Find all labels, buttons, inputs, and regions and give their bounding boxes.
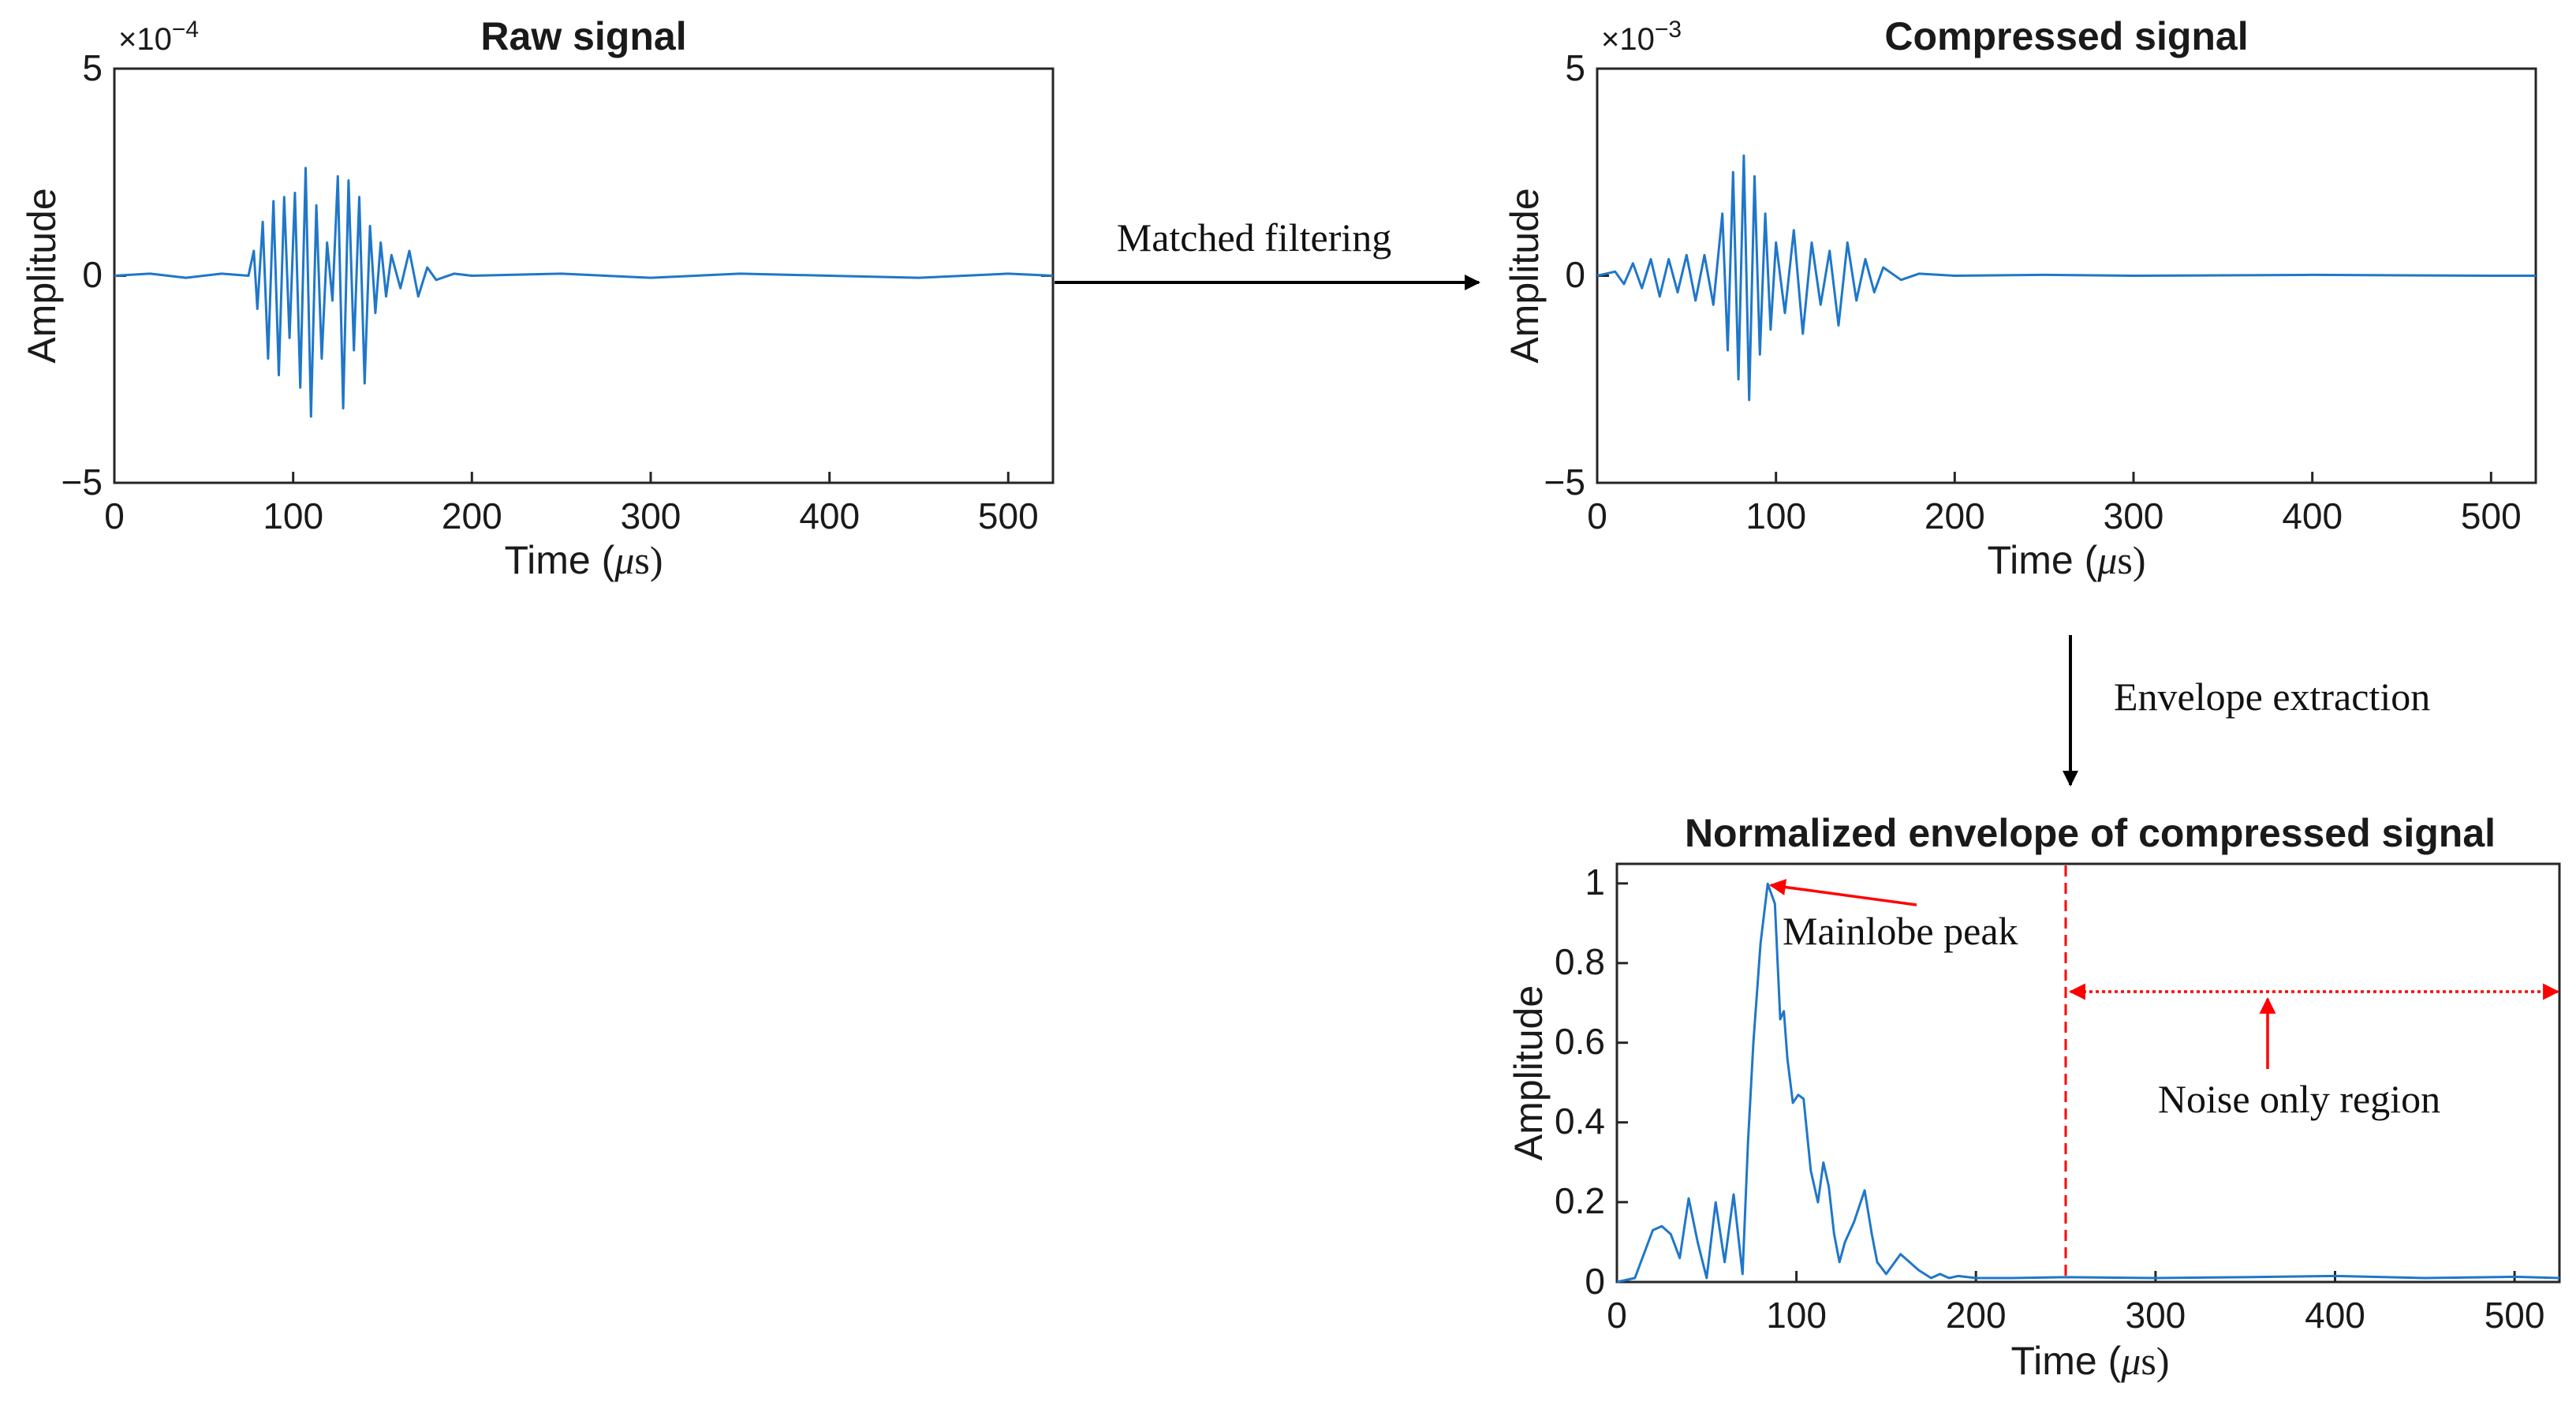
envelope-xtick-label: 200	[1946, 1295, 2007, 1336]
compressed-xtick-label: 0	[1587, 495, 1607, 536]
compressed-xtick-label: 400	[2282, 495, 2343, 536]
compressed-signal-xlabel: Time (μs)	[1987, 538, 2145, 582]
raw-xtick-label: 400	[799, 495, 860, 536]
noise-region-label: Noise only region	[2158, 1077, 2440, 1121]
envelope-xtick-label: 100	[1766, 1295, 1827, 1336]
raw-xtick-label: 500	[978, 495, 1039, 536]
envelope-ytick-label: 0.2	[1555, 1180, 1605, 1221]
compressed-signal-ticks: 5 0 −5 0 100 200 300 400 500	[1544, 47, 2536, 536]
envelope-ytick-label: 0.8	[1555, 941, 1605, 982]
compressed-xtick-label: 300	[2104, 495, 2164, 536]
envelope-xtick-label: 300	[2126, 1295, 2186, 1336]
envelope-xlabel: Time (μs)	[2010, 1339, 2169, 1383]
compressed-signal-ylabel: Amplitude	[1503, 188, 1547, 363]
matched-filtering-label: Matched filtering	[1117, 215, 1392, 260]
envelope-panel: Normalized envelope of compressed signal…	[1506, 811, 2561, 1383]
raw-signal-ylabel: Amplitude	[20, 188, 64, 363]
raw-signal-ticks: 5 0 −5 0 100 200 300 400 500	[62, 47, 1053, 536]
envelope-ylabel: Amplitude	[1506, 985, 1551, 1160]
envelope-axes	[1615, 862, 2561, 1284]
raw-ytick-label: 0	[82, 254, 103, 295]
raw-signal-exponent: ×10−4	[118, 17, 199, 57]
envelope-xtick-label: 400	[2305, 1295, 2365, 1336]
envelope-xtick-label: 500	[2485, 1295, 2545, 1336]
raw-signal-xlabel: Time (μs)	[504, 538, 663, 582]
raw-signal-title: Raw signal	[480, 14, 686, 58]
raw-xtick-label: 0	[104, 495, 125, 536]
raw-signal-line	[114, 166, 1054, 418]
envelope-title: Normalized envelope of compressed signal	[1685, 811, 2496, 855]
envelope-ytick-label: 0.6	[1555, 1021, 1605, 1062]
raw-ytick-label: −5	[62, 462, 103, 503]
compressed-ytick-label: 5	[1565, 47, 1585, 88]
envelope-ytick-label: 0	[1585, 1261, 1605, 1302]
mainlobe-peak-label: Mainlobe peak	[1783, 909, 2018, 953]
raw-ytick-label: 5	[82, 47, 103, 88]
raw-xtick-label: 200	[442, 495, 502, 536]
raw-xtick-label: 300	[621, 495, 681, 536]
compressed-signal-line	[1596, 154, 2536, 402]
compressed-signal-exponent: ×10−3	[1601, 17, 1682, 57]
compressed-ytick-label: −5	[1544, 462, 1585, 503]
envelope-line	[1616, 882, 2560, 1284]
envelope-ticks: 1 0.8 0.6 0.4 0.2 0 0 100 200 300 400 50…	[1555, 861, 2544, 1336]
envelope-extraction-label: Envelope extraction	[2114, 675, 2430, 719]
compressed-xtick-label: 200	[1925, 495, 1985, 536]
mainlobe-peak-arrow	[1768, 879, 1917, 906]
envelope-ytick-label: 0.4	[1555, 1101, 1605, 1142]
matched-filtering-step: Matched filtering	[1055, 215, 1480, 290]
compressed-xtick-label: 500	[2461, 495, 2522, 536]
envelope-extraction-step: Envelope extraction	[2063, 635, 2430, 787]
raw-signal-panel: Raw signal ×10−4 5 0 −5 0 100 200 300 40…	[20, 14, 1055, 582]
compressed-signal-panel: Compressed signal ×10−3 5 0 −5 0 100 200…	[1503, 14, 2537, 582]
envelope-xtick-label: 0	[1607, 1295, 1627, 1336]
compressed-xtick-label: 100	[1745, 495, 1806, 536]
compressed-ytick-label: 0	[1565, 254, 1585, 295]
envelope-ytick-label: 1	[1585, 861, 1605, 903]
raw-xtick-label: 100	[263, 495, 323, 536]
compressed-signal-title: Compressed signal	[1884, 14, 2248, 58]
